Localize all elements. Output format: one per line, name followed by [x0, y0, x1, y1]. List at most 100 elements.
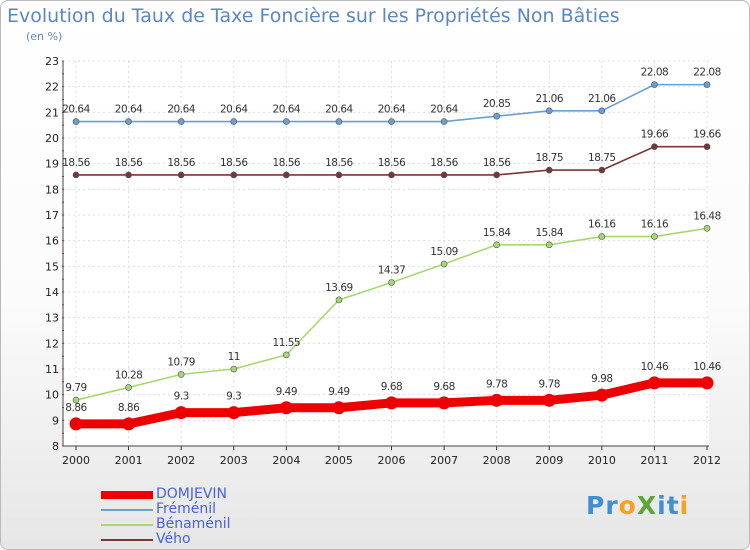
x-tick-label: 2009 [535, 454, 563, 467]
data-label: 9.78 [539, 378, 560, 390]
data-point [545, 107, 553, 115]
data-label: 13.69 [325, 282, 353, 294]
data-label: 22.08 [641, 67, 669, 79]
data-label: 18.56 [273, 157, 301, 169]
y-tick-label: 23 [45, 55, 59, 68]
data-point [283, 351, 290, 359]
data-point [125, 384, 132, 391]
data-label: 20.64 [115, 104, 143, 116]
data-label: 18.75 [588, 152, 616, 164]
chart-title: Evolution du Taux de Taxe Foncière sur l… [7, 5, 620, 27]
data-label: 11 [228, 351, 240, 363]
data-point [388, 118, 395, 125]
y-tick-label: 19 [45, 158, 59, 171]
y-tick-label: 14 [45, 286, 59, 299]
data-point [493, 171, 500, 179]
data-point [595, 388, 609, 402]
y-tick-label: 10 [45, 389, 59, 402]
data-point [279, 401, 293, 415]
data-label: 20.64 [167, 104, 195, 116]
legend-label: Bénaménil [156, 516, 231, 532]
data-point [385, 396, 398, 410]
data-point [230, 171, 238, 179]
data-label: 10.46 [693, 361, 721, 373]
x-tick-label: 2000 [62, 454, 90, 467]
x-tick-label: 2012 [693, 454, 721, 467]
data-point [651, 143, 658, 151]
data-label: 18.56 [325, 157, 353, 169]
data-label: 9.68 [381, 381, 402, 393]
logo-letter: X [636, 491, 658, 520]
data-label: 15.84 [535, 227, 563, 239]
data-label: 9.49 [328, 386, 349, 398]
data-label: 10.28 [115, 369, 143, 381]
data-label: 18.56 [167, 157, 195, 169]
y-tick-label: 18 [45, 183, 59, 196]
legend-swatch [101, 491, 153, 499]
y-tick-label: 15 [45, 260, 59, 273]
data-point [230, 365, 238, 373]
legend-swatch [101, 539, 153, 541]
data-label: 9.79 [65, 382, 86, 394]
data-point [703, 225, 711, 232]
data-label: 16.48 [693, 210, 721, 222]
data-point [177, 371, 185, 378]
data-label: 15.84 [483, 227, 511, 239]
data-point [598, 233, 606, 240]
y-tick-label: 16 [45, 235, 59, 248]
proxiti-logo: ProXiti [586, 491, 689, 520]
chart-unit-label: (en %) [26, 30, 63, 43]
data-label: 20.64 [325, 104, 353, 116]
y-tick-label: 21 [45, 106, 59, 119]
data-point [122, 417, 136, 431]
data-point [598, 107, 606, 115]
data-label: 11.55 [273, 337, 301, 349]
data-point [388, 279, 395, 286]
data-point [230, 118, 238, 125]
data-point [598, 166, 606, 174]
data-point [69, 417, 83, 431]
data-label: 21.06 [588, 93, 616, 105]
legend-label: Vého [156, 531, 191, 547]
y-tick-label: 22 [45, 81, 59, 94]
data-label: 19.66 [693, 129, 721, 141]
data-point [177, 171, 185, 179]
data-label: 20.64 [220, 104, 248, 116]
data-label: 16.16 [641, 219, 669, 231]
data-point [335, 118, 343, 125]
data-label: 18.56 [430, 157, 458, 169]
y-tick-label: 20 [45, 132, 59, 145]
data-label: 19.66 [641, 129, 669, 141]
data-label: 9.3 [174, 391, 189, 403]
y-tick-label: 8 [52, 440, 59, 453]
x-tick-label: 2002 [167, 454, 195, 467]
data-label: 21.06 [535, 93, 563, 105]
data-label: 18.75 [535, 152, 563, 164]
y-tick-label: 11 [45, 363, 59, 376]
data-point [72, 396, 80, 404]
data-label: 9.49 [276, 386, 297, 398]
data-point [72, 171, 80, 179]
data-label: 9.78 [486, 378, 507, 390]
data-label: 20.64 [378, 104, 406, 116]
legend-label: DOMJEVIN [156, 486, 228, 502]
data-point [388, 171, 395, 179]
data-label: 18.56 [483, 157, 511, 169]
data-label: 14.37 [378, 265, 406, 277]
x-tick-label: 2001 [115, 454, 143, 467]
x-tick-label: 2008 [483, 454, 511, 467]
data-point [125, 171, 132, 179]
data-point [174, 406, 188, 420]
data-label: 18.56 [115, 157, 143, 169]
logo-letter: t [666, 491, 680, 520]
x-tick-label: 2005 [325, 454, 353, 467]
data-point [700, 376, 714, 390]
data-label: 18.56 [220, 157, 248, 169]
data-point [227, 406, 241, 420]
x-tick-label: 2006 [378, 454, 406, 467]
legend-label: Fréménil [156, 501, 216, 517]
data-point [545, 166, 553, 174]
data-point [332, 401, 346, 415]
y-tick-label: 13 [45, 312, 59, 325]
